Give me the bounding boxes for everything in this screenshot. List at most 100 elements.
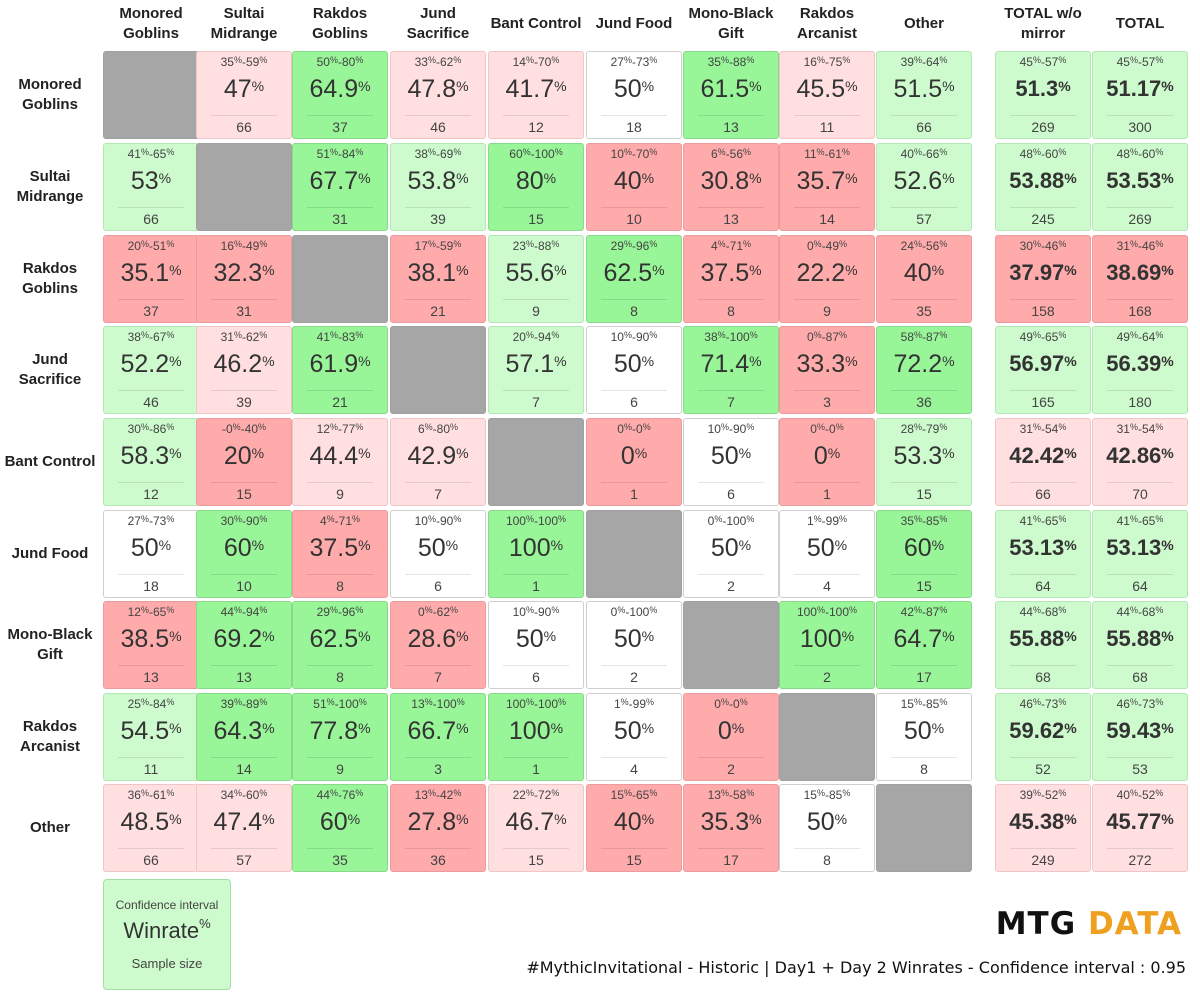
matchup-cell-ci: 33%-62%	[414, 55, 462, 69]
matchup-cell-ci: 0%-100%	[610, 605, 658, 619]
matchup-cell-ci: 6%-80%	[417, 422, 459, 436]
matchup-cell: 35%-59% 47% 66	[196, 51, 292, 139]
matchup-cell-winrate: 37.5%	[309, 534, 371, 562]
matchup-cell-divider	[891, 574, 957, 575]
total-cell-sample-size: 64	[1132, 578, 1148, 594]
total-cell-sample-size: 300	[1128, 119, 1152, 135]
total-cell-winrate: 37.97%	[1009, 260, 1077, 285]
total-cell-divider	[1010, 207, 1076, 208]
matchup-cell: 100%-100% 100% 2	[779, 601, 875, 689]
matchup-cell-ci: 31%-62%	[220, 330, 268, 344]
matchup-cell-ci: 34%-60%	[220, 788, 268, 802]
matchup-cell-sample-size: 9	[336, 486, 344, 502]
matchup-cell-divider	[891, 665, 957, 666]
matchup-cell-divider	[211, 848, 277, 849]
legend-ci-label: Confidence interval	[115, 898, 219, 912]
matchup-cell-ci: 39%-64%	[900, 55, 948, 69]
matchup-cell-ci: 24%-56%	[900, 239, 948, 253]
total-cell: 49%-64% 56.39% 180	[1092, 326, 1188, 414]
matchup-cell-divider	[601, 482, 667, 483]
matchup-cell-ci: 41%-65%	[127, 147, 175, 161]
matchup-cell-divider	[211, 390, 277, 391]
matchup-cell-winrate: 60%	[223, 534, 265, 562]
matchup-cell-winrate: 64.9%	[309, 75, 371, 103]
matchup-cell: 25%-84% 54.5% 11	[103, 693, 199, 781]
matchup-cell-divider	[601, 757, 667, 758]
total-cell-sample-size: 272	[1128, 852, 1152, 868]
total-cell-ci: 49%-64%	[1116, 330, 1164, 344]
matchup-cell: 28%-79% 53.3% 15	[876, 418, 972, 506]
total-cell-ci: 39%-52%	[1019, 788, 1067, 802]
matchup-cell-divider	[211, 482, 277, 483]
matchup-cell-ci: 4%-71%	[319, 514, 361, 528]
matchup-cell-winrate: 38.1%	[407, 259, 469, 287]
matchup-cell-sample-size: 13	[143, 669, 159, 685]
legend-box: Confidence interval Winrate% Sample size	[103, 879, 231, 990]
matchup-cell-ci: 10%-90%	[414, 514, 462, 528]
matchup-cell: 0%-0% 0% 2	[683, 693, 779, 781]
matchup-cell-ci: 35%-59%	[220, 55, 268, 69]
matchup-cell-ci: 51%-100%	[313, 697, 367, 711]
total-column-header: TOTAL w/o mirror	[1004, 5, 1082, 42]
mirror-cell	[292, 235, 388, 323]
matchup-cell-divider	[307, 757, 373, 758]
total-cell-winrate: 56.97%	[1009, 351, 1077, 376]
matchup-cell-ci: 0%-87%	[806, 330, 848, 344]
matchup-cell-ci: 50%-80%	[316, 55, 364, 69]
brand-part-data: DATA	[1087, 906, 1182, 942]
matchup-cell-ci: 11%-61%	[804, 147, 850, 161]
total-cell-divider	[1107, 207, 1173, 208]
total-cell-ci: 30%-46%	[1019, 239, 1067, 253]
row-header: Mono-Black Gift	[7, 626, 93, 663]
matchup-cell-winrate: 53%	[130, 167, 172, 195]
matchup-cell: 0%-0% 0% 1	[779, 418, 875, 506]
matchup-cell-winrate: 35.7%	[796, 167, 858, 195]
matchup-cell-divider	[891, 207, 957, 208]
matchup-cell-sample-size: 1	[532, 761, 540, 777]
matchup-cell-divider	[503, 665, 569, 666]
total-cell-divider	[1107, 482, 1173, 483]
total-cell-sample-size: 68	[1132, 669, 1148, 685]
matchup-cell-sample-size: 17	[723, 852, 739, 868]
total-cell-ci: 44%-68%	[1019, 605, 1067, 619]
matchup-cell-winrate: 27.8%	[407, 808, 469, 836]
matchup-cell-winrate: 32.3%	[213, 259, 275, 287]
matchup-cell-sample-size: 8	[336, 669, 344, 685]
matchup-cell-sample-size: 11	[819, 119, 835, 135]
brand-logo: MTG DATA	[996, 906, 1182, 942]
matchup-cell-ci: 51%-84%	[316, 147, 364, 161]
matchup-cell-winrate: 77.8%	[309, 717, 371, 745]
matchup-cell-ci: 25%-84%	[127, 697, 175, 711]
column-header: Rakdos Goblins	[312, 5, 368, 42]
total-cell-winrate: 55.88%	[1106, 626, 1174, 651]
matchup-cell-divider	[118, 207, 184, 208]
total-cell-winrate: 53.53%	[1106, 168, 1174, 193]
total-cell-winrate: 51.3%	[1015, 76, 1071, 101]
matchup-cell-divider	[118, 757, 184, 758]
matchup-cell-winrate: 100%	[508, 534, 564, 562]
matchup-cell: 50%-80% 64.9% 37	[292, 51, 388, 139]
total-cell: 30%-46% 37.97% 158	[995, 235, 1091, 323]
matchup-cell: 29%-96% 62.5% 8	[586, 235, 682, 323]
matchup-cell: 38%-69% 53.8% 39	[390, 143, 486, 231]
matchup-cell: 10%-90% 50% 6	[586, 326, 682, 414]
matchup-cell-ci: 28%-79%	[900, 422, 948, 436]
mirror-cell	[586, 510, 682, 598]
matchup-cell: 6%-56% 30.8% 13	[683, 143, 779, 231]
matchup-cell-sample-size: 9	[336, 761, 344, 777]
matchup-cell-ci: 1%-99%	[806, 514, 848, 528]
matchup-cell-winrate: 62.5%	[309, 625, 371, 653]
matchup-cell-winrate: 22.2%	[796, 259, 858, 287]
matchup-cell-divider	[503, 390, 569, 391]
total-cell-winrate: 53.88%	[1009, 168, 1077, 193]
matchup-cell-sample-size: 7	[434, 669, 442, 685]
matchup-cell-ci: 44%-76%	[316, 788, 364, 802]
matchup-cell-winrate: 38.5%	[120, 625, 182, 653]
matchup-cell: 34%-60% 47.4% 57	[196, 784, 292, 872]
matchup-cell-divider	[794, 299, 860, 300]
matchup-cell-winrate: 60%	[903, 534, 945, 562]
matchup-cell-sample-size: 9	[532, 303, 540, 319]
total-cell-winrate: 56.39%	[1106, 351, 1174, 376]
matchup-cell-sample-size: 1	[630, 486, 638, 502]
matchup-cell-divider	[405, 115, 471, 116]
